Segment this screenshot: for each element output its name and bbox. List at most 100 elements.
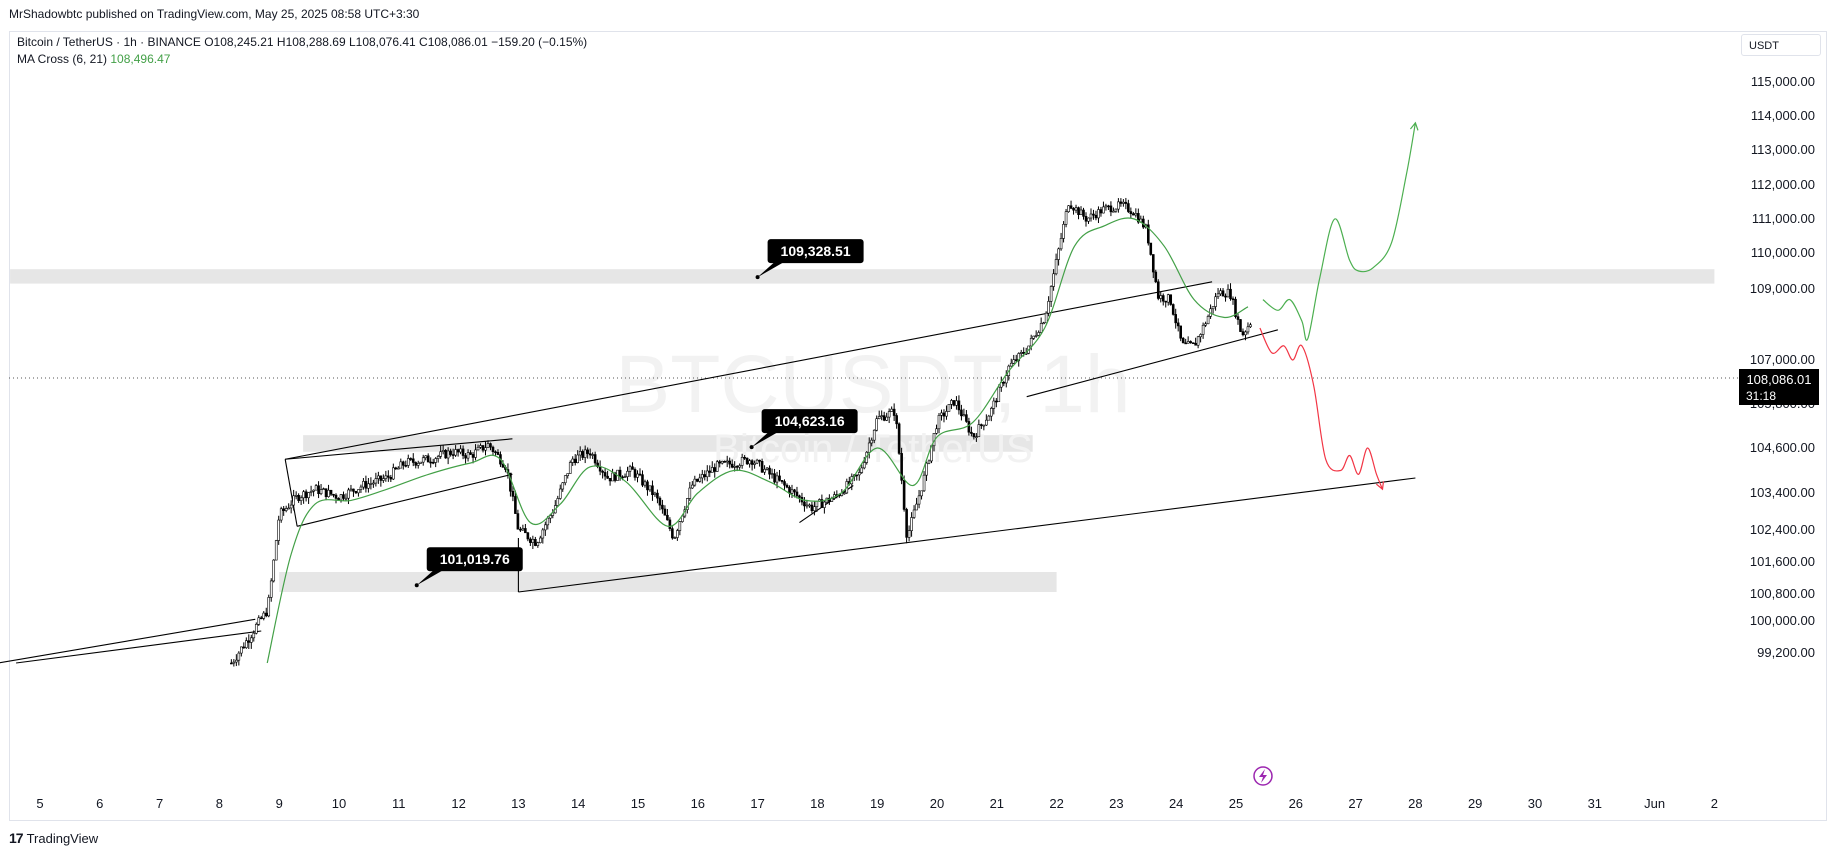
candle-body-79 <box>426 455 430 463</box>
candle-body-164 <box>638 473 642 476</box>
last-price-box <box>1739 369 1819 405</box>
candle-body-376 <box>1166 294 1170 303</box>
candle-body-230 <box>803 501 806 507</box>
candle-body-266 <box>892 408 896 416</box>
candle-body-131 <box>556 498 560 506</box>
candle-body-383 <box>1184 342 1187 345</box>
candle-body-345 <box>1089 213 1093 219</box>
candle-body-333 <box>1059 238 1063 250</box>
candle-body-148 <box>598 466 602 472</box>
symbol-line[interactable]: Bitcoin / TetherUS · 1h · BINANCE <box>17 35 201 49</box>
candle-body-25 <box>292 495 295 506</box>
candle-body-337 <box>1069 205 1073 209</box>
candle-body-360 <box>1127 203 1130 212</box>
candle-body-261 <box>880 415 883 417</box>
candle-body-60 <box>379 475 383 481</box>
candle-body-397 <box>1219 290 1222 295</box>
candle-body-323 <box>1034 335 1038 337</box>
candle-body-251 <box>855 474 859 477</box>
candle-body-95 <box>466 452 470 459</box>
candle-body-363 <box>1134 213 1138 216</box>
price-callout-0[interactable]: 109,328.51 <box>755 239 864 280</box>
candle-body-331 <box>1054 259 1058 275</box>
candle-body-161 <box>631 466 634 470</box>
countdown: 31:18 <box>1746 389 1776 403</box>
candle-body-192 <box>708 470 712 473</box>
candle-body-315 <box>1014 359 1018 362</box>
candle-body-352 <box>1107 205 1110 208</box>
candle-body-260 <box>877 416 881 420</box>
indicator-label[interactable]: MA Cross (6, 21) <box>17 52 108 66</box>
candle-body-372 <box>1156 281 1160 299</box>
candle-body-354 <box>1112 210 1115 213</box>
currency-selector[interactable]: USDT <box>1741 34 1821 56</box>
candle-body-69 <box>401 461 405 466</box>
candle-body-362 <box>1132 213 1135 216</box>
price-callout-2[interactable]: 101,019.76 <box>414 547 523 588</box>
candle-body-54 <box>364 481 368 489</box>
candle-body-101 <box>481 445 485 451</box>
x-tick-label: 24 <box>1169 796 1183 811</box>
candle-body-234 <box>813 506 816 512</box>
candle-body-277 <box>920 490 923 497</box>
candle-body-5 <box>242 646 246 649</box>
candle-body-0 <box>230 662 233 665</box>
y-tick-label: 112,000.00 <box>1751 177 1815 192</box>
candle-body-313 <box>1009 362 1013 367</box>
candle-body-26 <box>294 495 298 497</box>
candle-body-297 <box>970 431 973 434</box>
candle-body-238 <box>823 501 826 508</box>
trendline-0 <box>0 618 256 664</box>
price-callout-label-0: 109,328.51 <box>781 243 851 259</box>
price-annotations: 109,328.51 104,623.16 101,019.76 <box>414 239 864 588</box>
lightning-icon[interactable] <box>1253 766 1273 786</box>
candle-body-125 <box>541 529 545 539</box>
candle-body-324 <box>1037 332 1040 336</box>
candle-body-13 <box>262 612 266 619</box>
candle-body-233 <box>810 504 814 512</box>
candle-body-301 <box>980 424 983 426</box>
price-callout-label-2: 101,019.76 <box>440 551 510 567</box>
candle-body-47 <box>347 489 350 499</box>
price-callout-1[interactable]: 104,623.16 <box>749 409 858 450</box>
candle-body-278 <box>922 474 926 492</box>
candle-body-149 <box>601 470 604 473</box>
chart-frame[interactable] <box>9 31 1827 821</box>
candle-body-246 <box>843 492 846 495</box>
candle-body-283 <box>935 428 938 434</box>
candle-body-355 <box>1114 208 1118 212</box>
candle-body-153 <box>611 472 614 482</box>
y-tick-label: 109,000.00 <box>1750 281 1815 296</box>
candle-body-175 <box>666 514 669 521</box>
candle-body-336 <box>1067 205 1070 213</box>
candle-body-203 <box>735 466 739 468</box>
candle-body-31 <box>307 492 310 499</box>
candle-body-264 <box>887 411 891 418</box>
candle-body-53 <box>362 481 365 488</box>
candle-body-381 <box>1179 325 1182 339</box>
candle-body-253 <box>860 467 864 473</box>
candle-body-29 <box>302 491 305 499</box>
candle-body-358 <box>1122 201 1125 204</box>
candle-body-388 <box>1196 336 1200 346</box>
candle-body-73 <box>411 458 415 463</box>
candle-body-90 <box>454 449 457 456</box>
candle-body-189 <box>700 474 704 479</box>
candle-body-373 <box>1159 295 1163 299</box>
candle-body-206 <box>743 457 746 459</box>
candle-body-67 <box>397 467 400 470</box>
candle-body-171 <box>656 492 659 499</box>
candle-body-56 <box>369 483 373 485</box>
candle-body-35 <box>317 485 320 495</box>
footer-brand[interactable]: 17 TradingView <box>9 830 98 846</box>
candle-body-353 <box>1109 205 1113 213</box>
candle-body-262 <box>882 415 886 421</box>
candle-body-190 <box>703 474 707 478</box>
candle-body-208 <box>748 460 751 465</box>
candle-body-374 <box>1161 295 1165 302</box>
publisher-line: MrShadowbtc published on TradingView.com… <box>9 7 420 21</box>
candle-body-55 <box>367 483 370 489</box>
candle-body-219 <box>775 475 779 483</box>
candle-body-176 <box>668 519 672 529</box>
